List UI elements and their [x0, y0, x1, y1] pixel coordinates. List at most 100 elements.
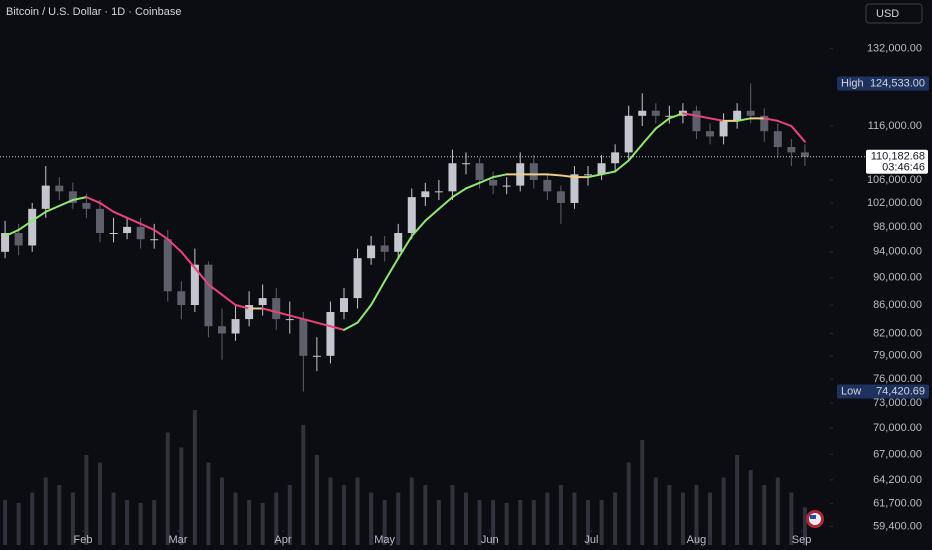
- candle-body: [665, 115, 674, 117]
- volume-bar: [355, 477, 360, 545]
- low-marker-label: 74,420.69: [876, 385, 925, 397]
- candle-body: [773, 131, 782, 148]
- moving-average-segment: [790, 125, 806, 143]
- volume-bar: [16, 503, 21, 545]
- candle-body: [353, 258, 362, 299]
- y-tick-label: 86,000.00: [873, 299, 922, 311]
- x-tick-label: Sep: [792, 534, 812, 546]
- y-tick-label: 73,000.00: [873, 397, 922, 409]
- moving-average-segment: [410, 219, 427, 238]
- volume-bar: [409, 477, 414, 545]
- x-tick-label: Feb: [74, 534, 93, 546]
- candle-body: [570, 174, 579, 203]
- countdown-label: 03:46:46: [882, 162, 925, 174]
- volume-bar: [653, 477, 658, 545]
- last-price-tag: [866, 149, 928, 174]
- candle-body: [489, 179, 498, 186]
- moving-average-segment: [451, 187, 468, 199]
- chart-title: Bitcoin / U.S. Dollar · 1D · Coinbase: [6, 6, 181, 18]
- moving-average-segment: [329, 325, 345, 331]
- moving-average-segment: [342, 321, 359, 331]
- moving-average-segment: [193, 266, 210, 286]
- y-tick-label: 59,400.00: [873, 520, 922, 532]
- candle-body: [638, 110, 647, 116]
- volume-bar: [152, 500, 157, 545]
- volume-bar: [748, 470, 753, 545]
- moving-average-segment: [600, 170, 617, 176]
- candle-body: [41, 185, 50, 209]
- x-tick-label: Aug: [687, 534, 707, 546]
- volume-bar: [504, 503, 509, 545]
- candle-body: [394, 233, 403, 252]
- candle-body: [339, 298, 348, 313]
- candle-body: [204, 264, 213, 327]
- volume-bar: [57, 485, 62, 545]
- x-tick-label: Jul: [584, 534, 598, 546]
- candle-body: [556, 191, 565, 203]
- candle-body: [529, 163, 538, 180]
- axis-layer: 132,000.00 116,000.00 106,000.00 102,000.00…: [0, 43, 929, 546]
- volume-bar: [165, 432, 170, 545]
- volume-bar: [138, 503, 143, 545]
- volume-bar: [84, 455, 89, 545]
- y-tick-label: 98,000.00: [873, 221, 922, 233]
- candle-body: [245, 305, 254, 320]
- moving-average-segment: [315, 321, 332, 328]
- candle-body: [475, 163, 484, 180]
- currency-button[interactable]: [865, 3, 923, 24]
- high-marker-text: High: [841, 77, 864, 89]
- candle-body: [312, 355, 321, 357]
- moving-average-segment: [559, 174, 576, 179]
- volume-bar: [518, 500, 523, 545]
- volume-bar: [179, 447, 184, 545]
- candle-body: [624, 115, 633, 153]
- volume-bar: [545, 492, 550, 545]
- high-marker-label: 124,533.00: [870, 77, 925, 89]
- candle-body: [55, 185, 64, 192]
- candle-body: [258, 298, 267, 306]
- volume-bar: [301, 425, 306, 545]
- volume-bar: [708, 492, 713, 545]
- volume-bar: [111, 492, 116, 545]
- candle-body: [14, 233, 23, 246]
- volume-bar: [287, 485, 292, 545]
- candle-body: [434, 191, 443, 193]
- candle-body: [109, 233, 118, 235]
- candle-body: [611, 152, 620, 164]
- moving-average-segment: [641, 127, 657, 146]
- candle-body: [150, 239, 159, 241]
- volume-bar: [30, 492, 35, 545]
- x-tick-label: Apr: [274, 534, 291, 546]
- candle-body: [502, 185, 511, 187]
- moving-average-segment: [397, 235, 413, 260]
- x-tick-label: May: [374, 534, 395, 546]
- candle-body: [136, 226, 145, 240]
- candle-body: [177, 291, 186, 306]
- volume-bar: [233, 492, 238, 545]
- moving-average-segment: [17, 219, 34, 231]
- moving-average-segment: [220, 293, 237, 307]
- moving-average-segment: [98, 201, 115, 213]
- y-tick-label: 76,000.00: [873, 373, 922, 385]
- volume-bar: [450, 485, 455, 545]
- volume-bar: [341, 485, 346, 545]
- candle-body: [597, 163, 606, 175]
- volume-bar: [274, 492, 279, 545]
- moving-average-segment: [492, 173, 508, 179]
- candle-body: [28, 208, 37, 246]
- volume-bar: [314, 455, 319, 545]
- candle-body: [190, 264, 199, 306]
- currency-label[interactable]: USD: [876, 8, 899, 20]
- y-tick-label: 132,000.00: [867, 43, 922, 55]
- candle-body: [706, 131, 715, 137]
- candle-body: [787, 147, 796, 153]
- high-marker-tag: [837, 76, 929, 91]
- volume-bar: [694, 485, 699, 545]
- moving-average-segment: [112, 210, 129, 219]
- moving-average-segment: [587, 173, 603, 179]
- candle-body: [272, 298, 281, 320]
- moving-average-segment: [356, 304, 373, 324]
- candle-body: [95, 208, 104, 234]
- candle-body: [380, 245, 389, 252]
